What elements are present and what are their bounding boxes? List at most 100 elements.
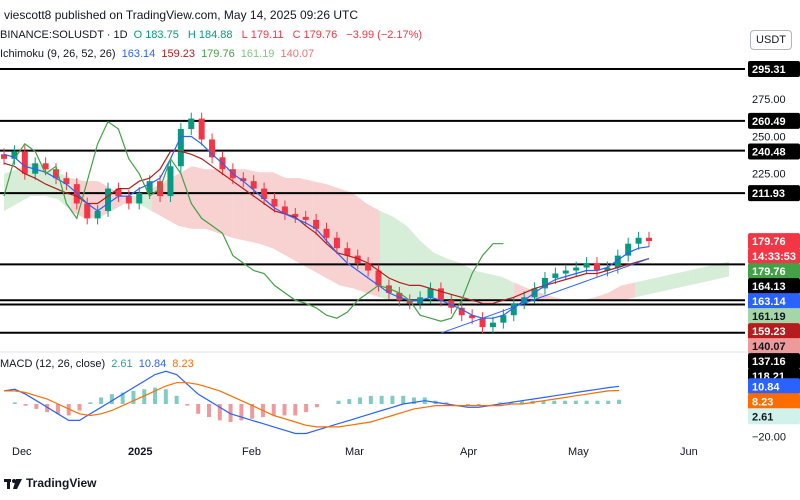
ichimoku-cloud-segment — [191, 166, 206, 229]
macd-histogram-bar — [314, 404, 319, 408]
candle-body — [646, 237, 652, 242]
macd-histogram-bar — [379, 395, 384, 404]
ichimoku-cloud-segment — [259, 172, 273, 249]
ichimoku-cloud-segment — [688, 267, 703, 286]
macd-histogram-bar — [131, 390, 136, 404]
macd-label-text: 8.23 — [752, 396, 773, 408]
ohlc-o-label: O — [133, 29, 143, 41]
candle-body — [209, 139, 216, 158]
macd-histogram-bar — [163, 389, 168, 404]
price-label-text: 179.76 — [752, 236, 786, 248]
ichimoku-cloud-segment — [218, 169, 233, 238]
ichimoku-cloud-segment — [178, 166, 192, 229]
ichimoku-cloud-segment — [205, 169, 219, 234]
candle-body — [313, 219, 320, 229]
macd-title[interactable]: MACD (12, 26, close) — [0, 358, 106, 370]
x-axis-label: May — [568, 446, 589, 458]
ohlc-low: 179.11 — [250, 29, 284, 41]
candle-body — [125, 196, 132, 204]
macd-histogram-bar — [358, 397, 363, 404]
macd-histogram-bar — [142, 389, 147, 404]
price-price-label: 240.48 — [748, 143, 800, 160]
macd-histogram-bar — [282, 404, 287, 416]
macd-histogram-bar — [573, 400, 578, 404]
macd-histogram-bar — [541, 400, 546, 404]
macd-histogram-bar — [509, 402, 514, 404]
price-price-label: 137.16 — [748, 353, 800, 370]
macd-price-label: −20.00 — [752, 432, 786, 444]
candle-body — [573, 267, 580, 271]
price-price-label: 225.00 — [752, 169, 786, 181]
ichimoku-cloud-segment — [447, 258, 461, 304]
candle-body — [469, 315, 476, 319]
price-label-text: 164.13 — [752, 281, 786, 293]
candle-body — [479, 318, 486, 328]
candle-body — [21, 151, 28, 174]
symbol-name[interactable]: BINANCE:SOLUSDT · 1D — [0, 29, 128, 41]
macd-histogram-bar — [228, 404, 233, 422]
macd-histogram-bar — [552, 400, 557, 404]
macd-histogram-bar — [34, 404, 39, 409]
price-price-label: 260.49 — [748, 112, 800, 129]
macd-legend: MACD (12, 26, close) 2.61 10.84 8.23 — [0, 358, 197, 370]
macd-label-box — [748, 393, 800, 410]
ichimoku-label[interactable]: Ichimoku (9, 26, 52, 26) — [0, 48, 116, 60]
ohlc-high: 184.88 — [198, 29, 233, 41]
candle-body — [11, 151, 18, 159]
price-price-label: 179.76 — [748, 263, 800, 280]
price-label-box — [748, 353, 800, 370]
x-axis-label: 2025 — [128, 446, 152, 458]
macd-histogram-bar — [109, 394, 114, 404]
trendline — [440, 258, 650, 334]
candle-body — [261, 188, 268, 200]
tradingview-logo[interactable]: TradingView — [4, 476, 96, 490]
price-label-text: 295.31 — [752, 64, 786, 76]
macd-label-text: −20.00 — [752, 432, 786, 444]
candle-body — [396, 292, 403, 301]
macd-signal-value: 8.23 — [172, 358, 194, 370]
macd-histogram-bar — [304, 404, 309, 413]
price-price-label: 140.07 — [748, 338, 800, 355]
ohlc-change: −3.99 (−2.17%) — [346, 29, 423, 41]
price-label-text: 159.23 — [752, 326, 786, 338]
macd-histogram-bar — [336, 400, 341, 404]
price-price-label: 159.23 — [748, 323, 800, 340]
ichimoku-cloud-segment — [487, 273, 501, 301]
macd-histogram-bar — [476, 404, 481, 406]
macd-price-label: 8.23 — [748, 393, 800, 410]
price-label-box — [748, 263, 800, 280]
ohlc-l-label: L — [241, 29, 248, 41]
candle-body — [333, 237, 340, 249]
macd-histogram-bar — [77, 404, 82, 411]
macd-hist-value: 2.61 — [111, 358, 133, 370]
price-label-text: 250.00 — [752, 131, 786, 143]
ichimoku-cloud-segment — [675, 270, 689, 289]
ichimoku-cloud-segment — [393, 216, 407, 304]
ichimoku-conversion: 163.14 — [121, 48, 156, 60]
ichimoku-cloud-segment — [635, 279, 649, 298]
price-label-text: 179.76 — [752, 266, 786, 278]
price-price-label: 179.76 — [748, 233, 800, 250]
ichimoku-cloud-segment — [353, 193, 367, 293]
ichimoku-cloud-segment — [500, 276, 515, 301]
macd-label-text: 10.84 — [752, 381, 780, 393]
currency-button[interactable]: USDT — [750, 30, 792, 50]
ohlc-open: 183.75 — [145, 29, 179, 41]
ichimoku-cloud-segment — [541, 292, 555, 301]
candle-body — [146, 181, 153, 194]
price-label-box — [748, 308, 800, 325]
candle-body — [344, 248, 351, 256]
price-label-box — [748, 293, 800, 310]
candle-body — [552, 273, 559, 278]
candle-body — [614, 255, 621, 268]
price-label-box — [748, 60, 800, 77]
macd-histogram-bar — [498, 402, 503, 404]
price-price-label: 161.19 — [748, 308, 800, 325]
x-axis-label: Apr — [460, 446, 477, 458]
x-axis-label: Jun — [680, 446, 698, 458]
brand-text: TradingView — [26, 476, 97, 490]
macd-histogram-bar — [347, 399, 352, 404]
ichimoku-cloud-segment — [232, 169, 246, 241]
macd-histogram-bar — [185, 404, 190, 406]
